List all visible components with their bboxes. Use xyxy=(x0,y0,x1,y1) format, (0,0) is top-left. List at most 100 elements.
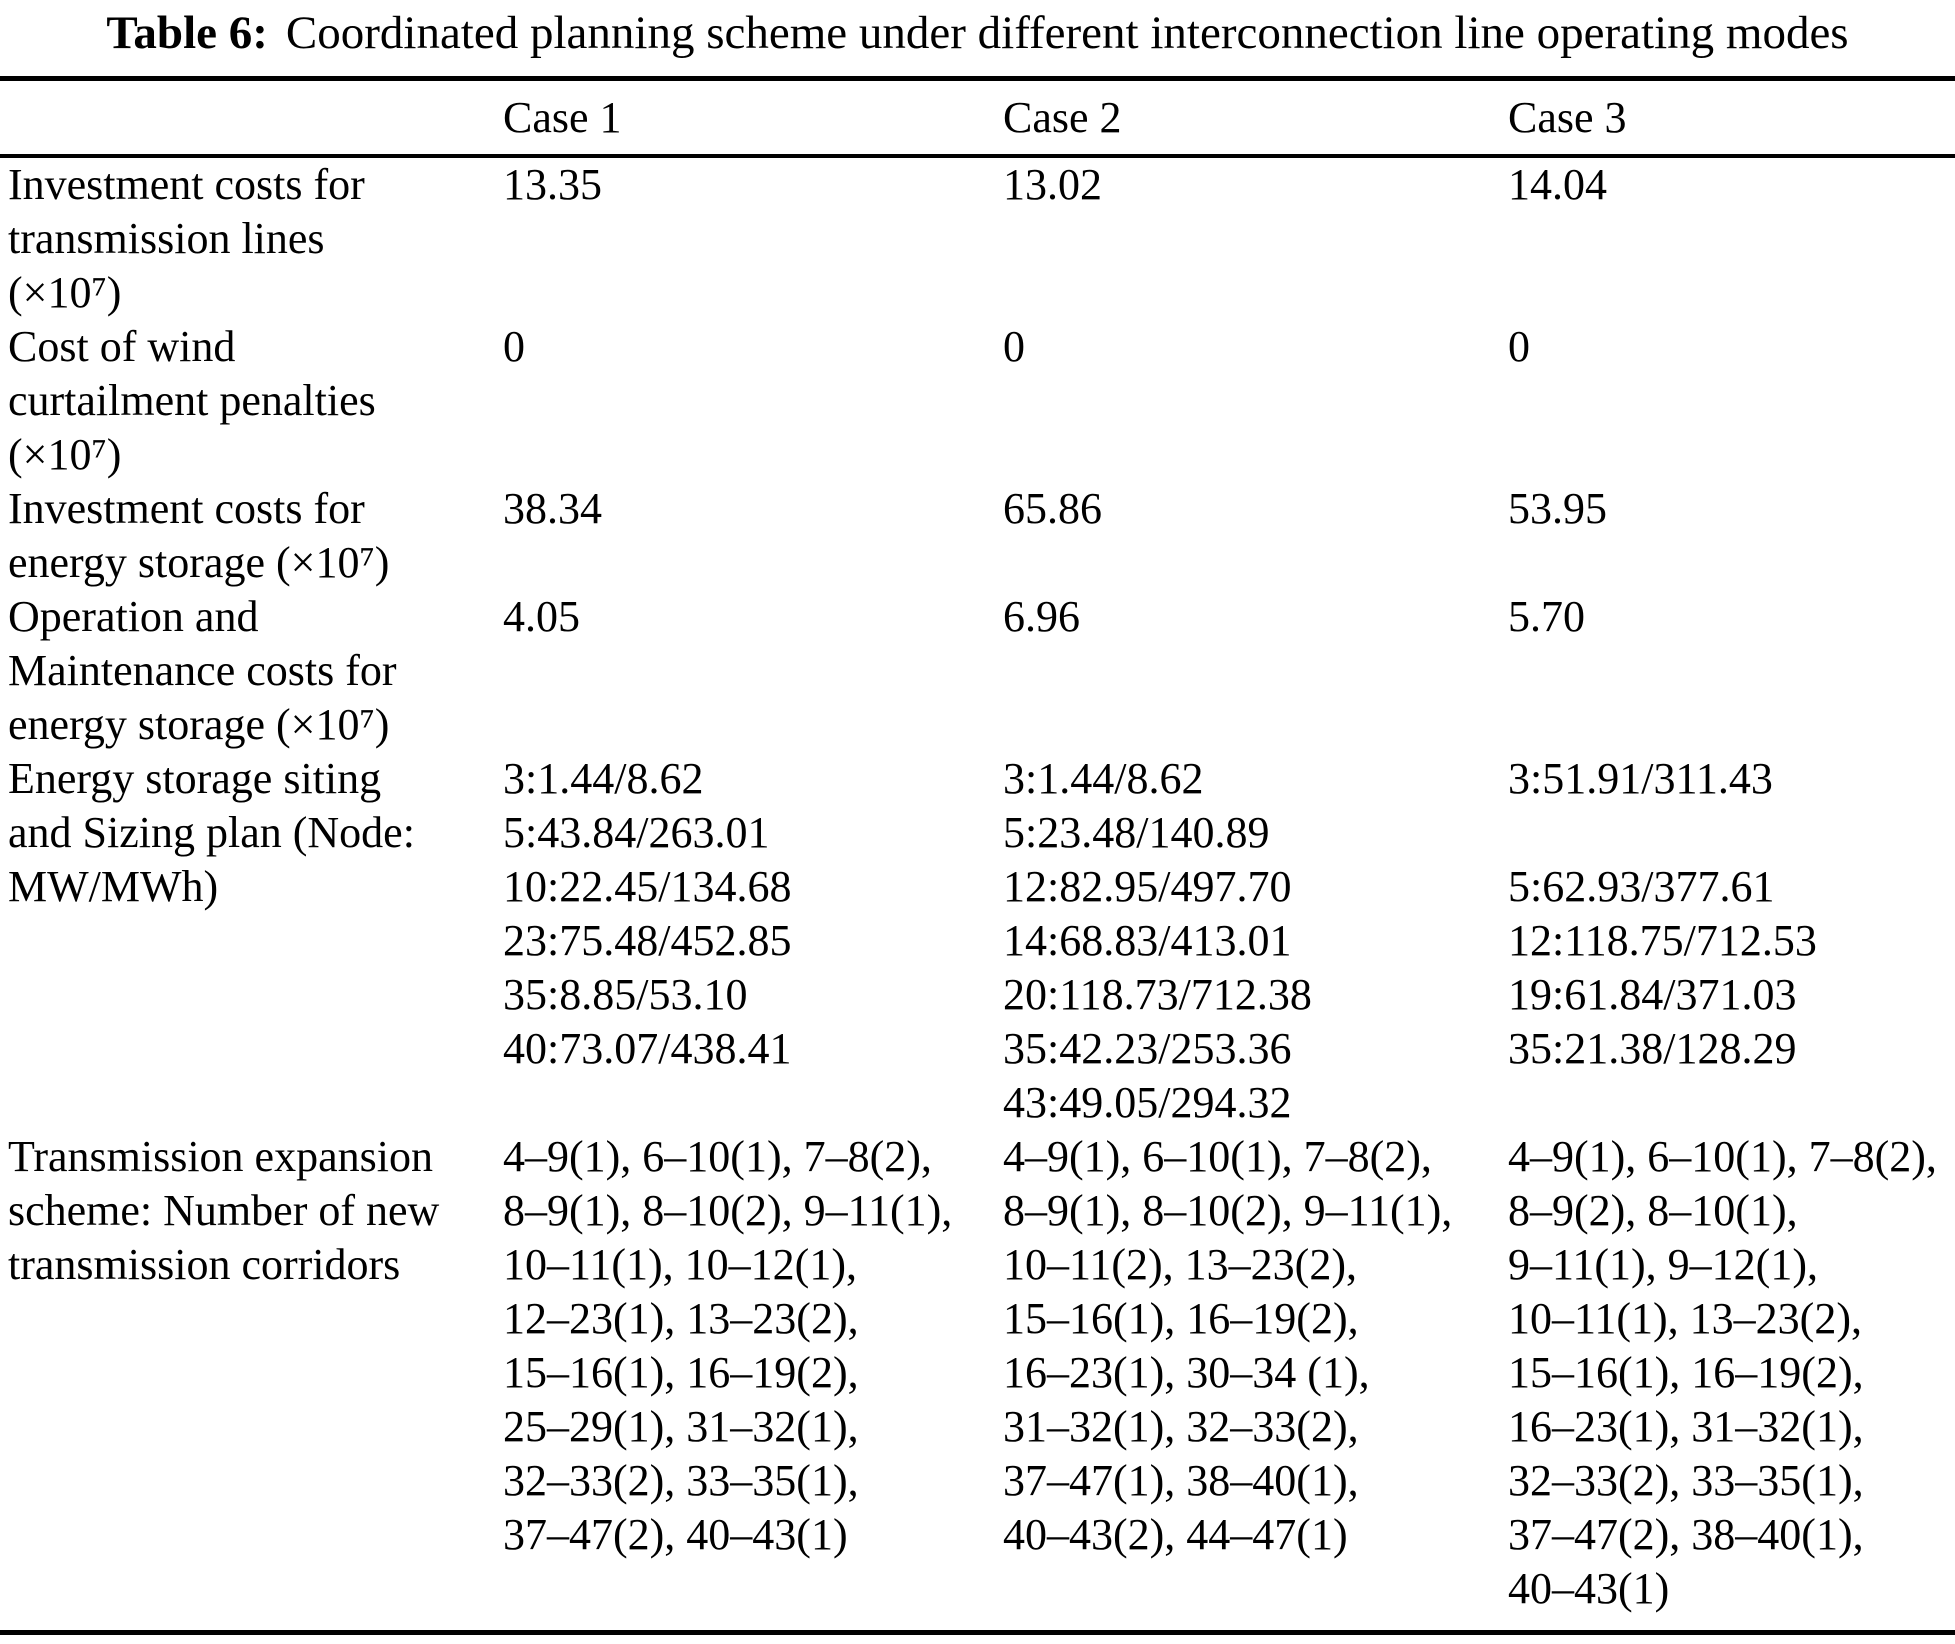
row-label-cell: Investment costs for transmission lines (×… xyxy=(0,158,497,320)
table-body: Investment costs for transmission lines (×… xyxy=(0,158,1955,1630)
table-row: Investment costs for transmission lines (×… xyxy=(0,158,1955,320)
cell-line: 4–9(1), 6–10(1), 7–8(2), xyxy=(503,1132,932,1181)
cell-line: 3:1.44/8.62 xyxy=(1003,754,1204,803)
cell-line: 5:23.48/140.89 xyxy=(1003,808,1270,857)
cell-line: 10:22.45/134.68 xyxy=(503,862,792,911)
cell-line: 40:73.07/438.41 xyxy=(503,1024,792,1073)
cell-line: 23:75.48/452.85 xyxy=(503,916,792,965)
cell-line: curtailment penalties xyxy=(8,376,376,425)
cell-line: scheme: Number of new xyxy=(8,1186,440,1235)
cell-line: 0 xyxy=(1003,322,1025,371)
cell-line: 35:8.85/53.10 xyxy=(503,970,748,1019)
cell-line: 0 xyxy=(1508,322,1530,371)
case3-cell: 3:51.91/311.43 5:62.93/377.61 12:118.75/7… xyxy=(1502,752,1955,1076)
cell-line xyxy=(1508,806,1955,860)
cell-line: 16–23(1), 30–34 (1), xyxy=(1003,1348,1370,1397)
cell-line: 65.86 xyxy=(1003,484,1102,533)
cell-line: transmission lines xyxy=(8,214,325,263)
row-label-cell: Transmission expansion scheme: Number of … xyxy=(0,1130,497,1292)
planning-table: Case 1 Case 2 Case 3 Investment costs fo… xyxy=(0,76,1955,1635)
case3-cell: 53.95 xyxy=(1502,482,1955,536)
cell-line: and Sizing plan (Node: xyxy=(8,808,415,857)
case2-cell: 13.02 xyxy=(997,158,1502,212)
case2-cell: 0 xyxy=(997,320,1502,374)
cell-line: 8–9(1), 8–10(2), 9–11(1), xyxy=(1003,1186,1453,1235)
cell-line: 16–23(1), 31–32(1), xyxy=(1508,1402,1864,1451)
cell-line: (×10⁷) xyxy=(8,268,122,317)
table-row: Cost of wind curtailment penalties (×10⁷) 0… xyxy=(0,320,1955,482)
cell-line: 4–9(1), 6–10(1), 7–8(2), xyxy=(1508,1132,1937,1181)
row-label-cell: Cost of wind curtailment penalties (×10⁷) xyxy=(0,320,497,482)
cell-line: 4–9(1), 6–10(1), 7–8(2), xyxy=(1003,1132,1432,1181)
cell-line: 12–23(1), 13–23(2), xyxy=(503,1294,859,1343)
cell-line: 19:61.84/371.03 xyxy=(1508,970,1797,1019)
cell-line: 25–29(1), 31–32(1), xyxy=(503,1402,859,1451)
case1-cell: 38.34 xyxy=(497,482,997,536)
cell-line: 5:43.84/263.01 xyxy=(503,808,770,857)
row-label-cell: Operation and Maintenance costs for energy… xyxy=(0,590,497,752)
cell-line: 35:21.38/128.29 xyxy=(1508,1024,1797,1073)
cell-line: Investment costs for xyxy=(8,484,365,533)
cell-line: 37–47(2), 38–40(1), xyxy=(1508,1510,1864,1559)
header-case3: Case 3 xyxy=(1508,92,1627,142)
cell-line: 32–33(2), 33–35(1), xyxy=(1508,1456,1864,1505)
cell-line: 14.04 xyxy=(1508,160,1607,209)
cell-line: 3:1.44/8.62 xyxy=(503,754,704,803)
cell-line: Operation and xyxy=(8,592,259,641)
cell-line: MW/MWh) xyxy=(8,862,219,911)
cell-line: 35:42.23/253.36 xyxy=(1003,1024,1292,1073)
cell-line: 31–32(1), 32–33(2), xyxy=(1003,1402,1359,1451)
cell-line: 15–16(1), 16–19(2), xyxy=(503,1348,859,1397)
cell-line: 43:49.05/294.32 xyxy=(1003,1078,1292,1127)
cell-line: 8–9(1), 8–10(2), 9–11(1), xyxy=(503,1186,953,1235)
cell-line: 12:118.75/712.53 xyxy=(1508,916,1817,965)
row-label-cell: Energy storage siting and Sizing plan (No… xyxy=(0,752,497,914)
cell-line: 5.70 xyxy=(1508,592,1585,641)
case3-cell: 5.70 xyxy=(1502,590,1955,644)
table-row: Transmission expansion scheme: Number of … xyxy=(0,1130,1955,1616)
cell-line: Energy storage siting xyxy=(8,754,382,803)
case2-cell: 6.96 xyxy=(997,590,1502,644)
cell-line: 15–16(1), 16–19(2), xyxy=(1003,1294,1359,1343)
cell-line: 12:82.95/497.70 xyxy=(1003,862,1292,911)
case1-cell: 13.35 xyxy=(497,158,997,212)
table-header-row: Case 1 Case 2 Case 3 xyxy=(0,81,1955,158)
case3-cell: 0 xyxy=(1502,320,1955,374)
table-caption: Table 6: Coordinated planning scheme und… xyxy=(0,0,1955,76)
cell-line: 10–11(1), 13–23(2), xyxy=(1508,1294,1862,1343)
case2-cell: 3:1.44/8.62 5:23.48/140.89 12:82.95/497.70… xyxy=(997,752,1502,1130)
cell-line: 10–11(1), 10–12(1), xyxy=(503,1240,857,1289)
cell-line: Cost of wind xyxy=(8,322,236,371)
table-row: Investment costs for energy storage (×10⁷… xyxy=(0,482,1955,590)
case1-cell: 4–9(1), 6–10(1), 7–8(2), 8–9(1), 8–10(2),… xyxy=(497,1130,997,1562)
cell-line: 53.95 xyxy=(1508,484,1607,533)
cell-line: 32–33(2), 33–35(1), xyxy=(503,1456,859,1505)
table-row: Operation and Maintenance costs for energy… xyxy=(0,590,1955,752)
case1-cell: 4.05 xyxy=(497,590,997,644)
cell-line: Transmission expansion xyxy=(8,1132,433,1181)
cell-line: 3:51.91/311.43 xyxy=(1508,754,1773,803)
cell-line: 38.34 xyxy=(503,484,602,533)
cell-line: 40–43(1) xyxy=(1508,1564,1670,1613)
cell-line: transmission corridors xyxy=(8,1240,401,1289)
cell-line: Investment costs for xyxy=(8,160,365,209)
cell-line: 6.96 xyxy=(1003,592,1080,641)
cell-line: 15–16(1), 16–19(2), xyxy=(1508,1348,1864,1397)
cell-line: 4.05 xyxy=(503,592,580,641)
cell-line: (×10⁷) xyxy=(8,430,122,479)
case3-cell: 14.04 xyxy=(1502,158,1955,212)
case2-cell: 4–9(1), 6–10(1), 7–8(2), 8–9(1), 8–10(2),… xyxy=(997,1130,1502,1562)
cell-line: 20:118.73/712.38 xyxy=(1003,970,1312,1019)
cell-line: 40–43(2), 44–47(1) xyxy=(1003,1510,1348,1559)
cell-line: Maintenance costs for xyxy=(8,646,397,695)
cell-line: 37–47(2), 40–43(1) xyxy=(503,1510,848,1559)
cell-line: 13.35 xyxy=(503,160,602,209)
table-row: Energy storage siting and Sizing plan (No… xyxy=(0,752,1955,1130)
header-case1: Case 1 xyxy=(503,92,622,142)
cell-line: 37–47(1), 38–40(1), xyxy=(1003,1456,1359,1505)
case3-cell: 4–9(1), 6–10(1), 7–8(2), 8–9(2), 8–10(1),… xyxy=(1502,1130,1955,1616)
case1-cell: 3:1.44/8.62 5:43.84/263.01 10:22.45/134.68… xyxy=(497,752,997,1076)
cell-line: 5:62.93/377.61 xyxy=(1508,862,1775,911)
case2-cell: 65.86 xyxy=(997,482,1502,536)
case1-cell: 0 xyxy=(497,320,997,374)
